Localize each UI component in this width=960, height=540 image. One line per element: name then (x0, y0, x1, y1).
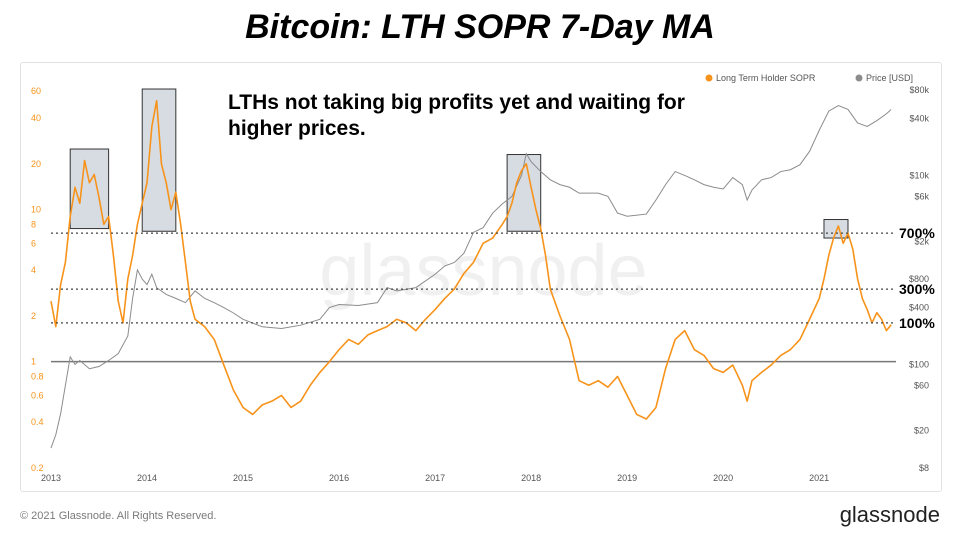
sopr-series-line (50, 99, 892, 420)
y-left-tick-label: 2 (31, 311, 36, 321)
x-tick-label: 2013 (41, 473, 61, 483)
legend-swatch (855, 74, 863, 82)
legend-entry: Long Term Holder SOPR (716, 73, 816, 83)
y-right-tick-label: $10k (909, 170, 929, 180)
chart-panel: glassnode 0.2 0.4 0.6 0.8 1 2 4 6 8 10 20 40 60 $8 $20 $… (20, 62, 942, 492)
y-left-tick-label: 20 (31, 159, 41, 169)
y-left-tick-label: 10 (31, 205, 41, 215)
y-right-tick-label: $20 (914, 425, 929, 435)
y-right-tick-label: $400 (909, 303, 929, 313)
highlight-box (823, 219, 849, 239)
y-left-tick-label: 60 (31, 86, 41, 96)
y-left-tick-label: 40 (31, 113, 41, 123)
y-right-tick-label: $6k (914, 191, 929, 201)
x-tick-label: 2020 (713, 473, 733, 483)
reference-line-label: 100% (899, 315, 935, 331)
y-left-tick-label: 0.2 (31, 463, 44, 473)
reference-line-label: 700% (899, 225, 935, 241)
legend-swatch (705, 74, 713, 82)
y-left-tick-label: 0.6 (31, 390, 44, 400)
x-tick-label: 2017 (425, 473, 445, 483)
glassnode-logo: glassnode (839, 502, 940, 527)
sopr-chart: glassnode 0.2 0.4 0.6 0.8 1 2 4 6 8 10 20 40 60 $8 $20 $… (31, 73, 935, 483)
y-left-tick-label: 0.4 (31, 417, 44, 427)
x-tick-label: 2014 (137, 473, 157, 483)
legend-entry: Price [USD] (866, 73, 913, 83)
y-right-tick-label: $80k (909, 85, 929, 95)
y-right-tick-label: $8 (919, 463, 929, 473)
x-tick-label: 2015 (233, 473, 253, 483)
y-right-tick-label: $100 (909, 359, 929, 369)
y-left-tick-label: 1 (31, 357, 36, 367)
y-left-tick-label: 6 (31, 238, 36, 248)
page-title: Bitcoin: LTH SOPR 7-Day MA (245, 8, 715, 46)
copyright-text: © 2021 Glassnode. All Rights Reserved. (20, 510, 217, 522)
x-tick-label: 2019 (617, 473, 637, 483)
y-right-tick-label: $40k (909, 114, 929, 124)
y-right-tick-label: $2k (914, 236, 929, 246)
x-tick-label: 2021 (809, 473, 829, 483)
reference-line-label: 300% (899, 281, 935, 297)
chart-annotation: LTHs not taking big profits yet and wait… (228, 91, 685, 140)
y-right-tick-label: $800 (909, 274, 929, 284)
y-left-tick-label: 8 (31, 219, 36, 229)
highlight-box (506, 154, 542, 232)
x-tick-label: 2018 (521, 473, 541, 483)
watermark: glassnode (319, 231, 647, 311)
x-tick-label: 2016 (329, 473, 349, 483)
y-right-tick-label: $60 (914, 380, 929, 390)
y-left-tick-label: 4 (31, 265, 36, 275)
price-series-line (50, 104, 892, 449)
y-left-tick-label: 0.8 (31, 371, 44, 381)
